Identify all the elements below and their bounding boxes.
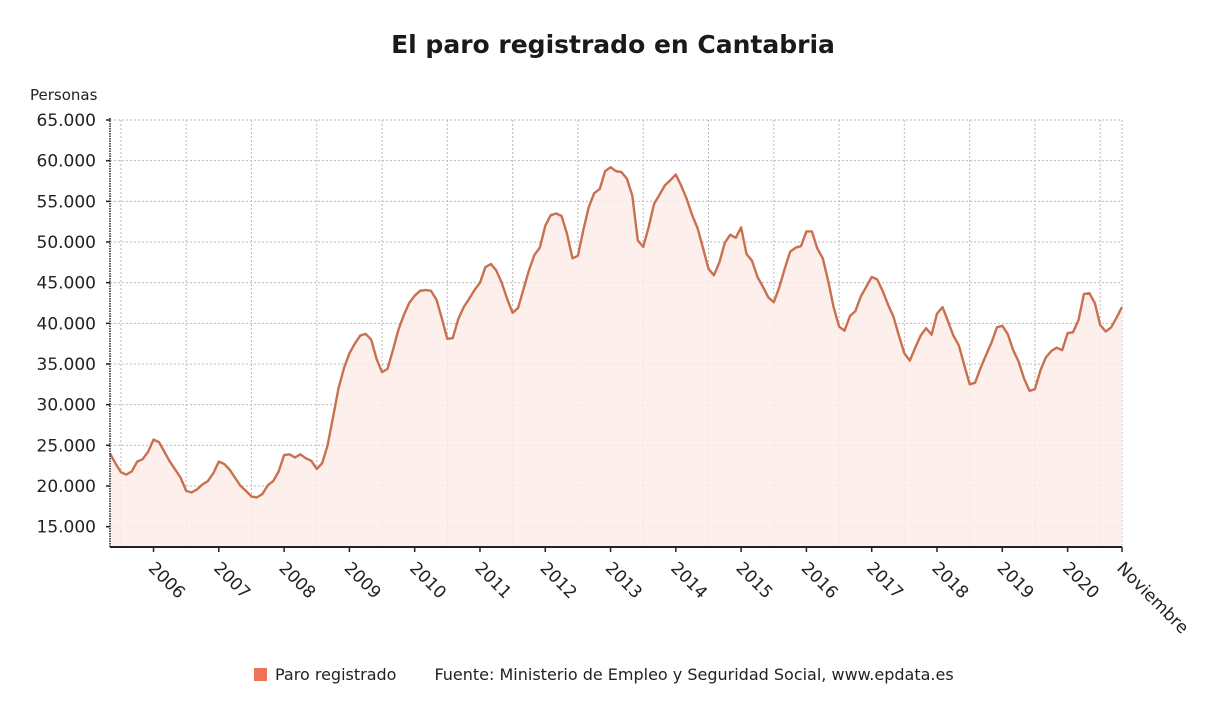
y-tick-label: 20.000 xyxy=(37,477,96,497)
y-tick-label: 25.000 xyxy=(37,436,96,456)
x-tick-label: 2007 xyxy=(209,558,254,603)
y-tick-label: 55.000 xyxy=(37,192,96,212)
y-tick-label: 35.000 xyxy=(37,355,96,375)
x-tick-label: 2013 xyxy=(601,558,646,603)
series-area xyxy=(110,167,1122,547)
y-tick-label: 65.000 xyxy=(37,111,96,131)
x-tick-label: 2019 xyxy=(993,558,1038,603)
y-tick-label: 60.000 xyxy=(37,152,96,172)
y-tick-label: 40.000 xyxy=(37,314,96,334)
x-tick-label: 2016 xyxy=(797,558,842,603)
x-tick-label: Noviembre xyxy=(1112,558,1192,638)
x-tick-label: 2018 xyxy=(927,558,972,603)
y-tick-label: 50.000 xyxy=(37,233,96,253)
x-tick-label: 2012 xyxy=(536,558,581,603)
x-tick-label: 2011 xyxy=(470,558,515,603)
x-tick-label: 2020 xyxy=(1058,558,1103,603)
legend: Paro registrado Fuente: Ministerio de Em… xyxy=(254,665,954,684)
legend-swatch xyxy=(254,668,267,681)
x-tick-label: 2008 xyxy=(275,558,320,603)
series-line-paro-registrado xyxy=(108,166,1124,499)
x-tick-label: 2015 xyxy=(732,558,777,603)
y-axis-label: Personas xyxy=(30,86,98,104)
x-tick-label: 2014 xyxy=(666,558,711,603)
x-tick-label: 2017 xyxy=(862,558,907,603)
legend-label: Paro registrado xyxy=(275,665,397,684)
y-tick-label: 15.000 xyxy=(37,518,96,538)
x-tick-label: 2006 xyxy=(144,558,189,603)
x-tick-label: 2009 xyxy=(340,558,385,603)
chart-title: El paro registrado en Cantabria xyxy=(391,30,835,59)
y-tick-label: 30.000 xyxy=(37,396,96,416)
x-tick-label: 2010 xyxy=(405,558,450,603)
y-tick-label: 45.000 xyxy=(37,274,96,294)
source-note: Fuente: Ministerio de Empleo y Seguridad… xyxy=(434,665,954,684)
